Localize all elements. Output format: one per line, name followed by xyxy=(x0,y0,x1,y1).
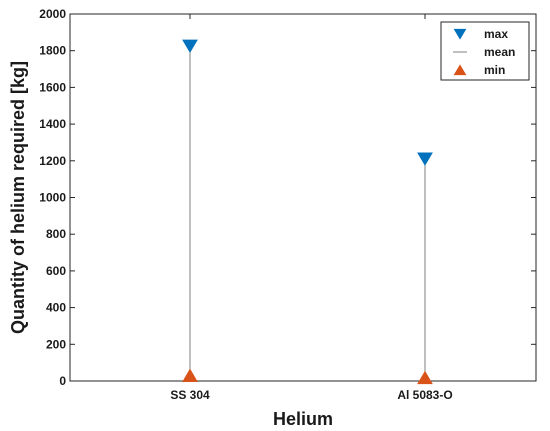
y-axis-title: Quantity of helium required [kg] xyxy=(8,61,28,334)
legend-max-symbol xyxy=(453,28,467,40)
y-tick-label: 800 xyxy=(46,227,66,241)
y-tick-label: 1600 xyxy=(39,80,66,94)
x-tick-label: Al 5083-O xyxy=(397,388,452,402)
data-markers xyxy=(182,39,433,385)
y-axis-ticks: 0 200 400 600 800 1000 1200 1400 1600 1800 2000 xyxy=(39,7,536,388)
y-tick-label: 200 xyxy=(46,337,66,351)
legend-items: max mean min xyxy=(453,27,515,77)
y-tick-label: 0 xyxy=(59,374,66,388)
legend-min-symbol xyxy=(453,64,467,76)
y-tick-label: 400 xyxy=(46,301,66,315)
y-tick-label: 1000 xyxy=(39,191,66,205)
y-tick-label: 1400 xyxy=(39,117,66,131)
max-marker xyxy=(417,152,433,166)
legend-label: min xyxy=(484,63,505,77)
y-tick-label: 600 xyxy=(46,264,66,278)
x-axis-title: Helium xyxy=(273,409,333,429)
x-tick-label: SS 304 xyxy=(170,388,210,402)
x-axis-ticks: SS 304 Al 5083-O xyxy=(170,14,453,402)
range-lines xyxy=(189,46,426,378)
y-tick-label: 2000 xyxy=(39,7,66,21)
legend: max mean min xyxy=(440,21,530,81)
min-marker xyxy=(417,370,433,385)
y-tick-label: 1800 xyxy=(39,44,66,58)
min-marker xyxy=(182,368,198,382)
legend-label: mean xyxy=(484,45,515,59)
y-tick-label: 1200 xyxy=(39,154,66,168)
max-marker xyxy=(182,39,198,54)
legend-label: max xyxy=(484,27,508,41)
